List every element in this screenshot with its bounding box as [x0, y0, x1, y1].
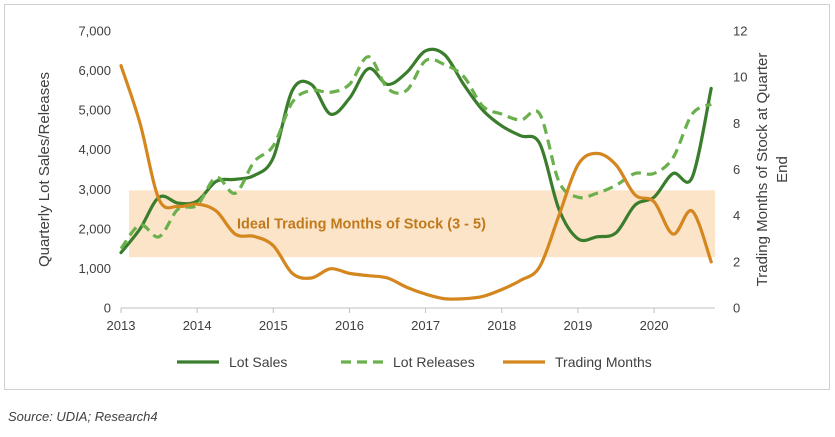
- y2-tick-label: 12: [733, 24, 747, 39]
- x-tick-label: 2013: [107, 318, 136, 333]
- y-axis-title: Quarterly Lot Sales/Releases: [36, 72, 53, 267]
- y-tick-label: 5,000: [78, 103, 111, 118]
- x-tick-label: 2016: [335, 318, 364, 333]
- y-tick-label: 4,000: [78, 142, 111, 157]
- labels-layer: Ideal Trading Months of Stock (3 - 5): [237, 217, 486, 233]
- legend-label-lot-sales: Lot Sales: [229, 354, 287, 370]
- y2-axis-title-line: Trading Months of Stock at Quarter: [754, 53, 771, 287]
- y-tick-label: 7,000: [78, 24, 111, 39]
- y2-tick-label: 0: [733, 301, 740, 316]
- axes-layer: 0 1,000 2,000 3,000 4,000 5,000 6,000 7,000 0 2 4 6…: [36, 24, 791, 334]
- y-tick-label: 3,000: [78, 182, 111, 197]
- x-tick-label: 2018: [487, 318, 516, 333]
- x-tick-label: 2020: [640, 318, 669, 333]
- y-tick-label: 1,000: [78, 261, 111, 276]
- x-tick-label: 2014: [183, 318, 212, 333]
- source-note: Source: UDIA; Research4: [8, 409, 158, 424]
- y2-tick-label: 6: [733, 162, 740, 177]
- chart-frame: 0 1,000 2,000 3,000 4,000 5,000 6,000 7,000 0 2 4 6…: [4, 4, 830, 390]
- x-tick-label: 2019: [563, 318, 592, 333]
- y2-tick-label: 4: [733, 208, 740, 223]
- y2-tick-label: 8: [733, 116, 740, 131]
- y-tick-label: 2,000: [78, 221, 111, 236]
- y2-axis-title: Trading Months of Stock at Quarter End: [754, 53, 791, 287]
- x-tick-label: 2015: [259, 318, 288, 333]
- y2-tick-label: 2: [733, 254, 740, 269]
- series-line-lot-releases: [119, 55, 712, 250]
- legend-label-lot-releases: Lot Releases: [393, 354, 475, 370]
- line-chart: 0 1,000 2,000 3,000 4,000 5,000 6,000 7,000 0 2 4 6…: [36, 24, 791, 371]
- series-line-trading-months: [119, 64, 713, 301]
- y-tick-label: 0: [104, 301, 111, 316]
- series-layer: [119, 47, 713, 301]
- y2-axis-title-line: End: [774, 156, 791, 183]
- ideal-band-label: Ideal Trading Months of Stock (3 - 5): [237, 217, 486, 233]
- y2-tick-label: 10: [733, 70, 747, 85]
- x-tick-label: 2017: [411, 318, 440, 333]
- legend: Lot Sales Lot Releases Trading Months: [177, 354, 652, 370]
- y-tick-label: 6,000: [78, 63, 111, 78]
- legend-label-trading-months: Trading Months: [555, 354, 652, 370]
